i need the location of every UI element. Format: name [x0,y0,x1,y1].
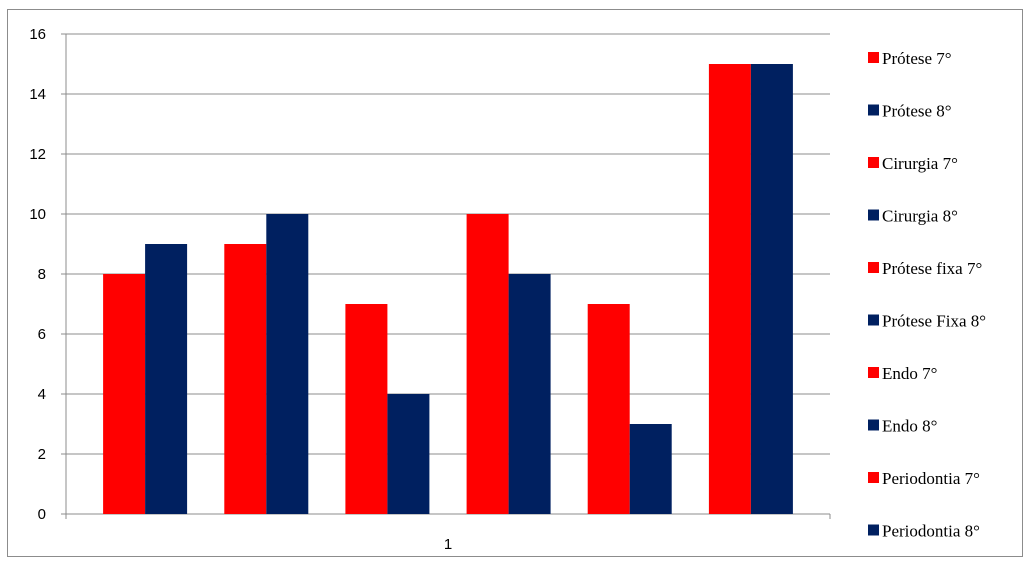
x-tick-label: 1 [444,536,452,553]
legend-label: Periodontia 8° [882,522,980,541]
legend-swatch [868,419,879,431]
bar [266,214,309,514]
legend: Prótese 7° Prótese 8° Cirurgia 7° Cirurgia … [868,49,986,541]
legend-label: Endo 8° [882,417,937,436]
legend-label: Prótese 8° [882,102,952,121]
y-tick-label: 8 [38,266,46,283]
axes: 0 2 4 6 8 10 12 14 16 1 [29,26,831,553]
legend-swatch [868,472,879,483]
bar [508,274,551,514]
legend-label: Prótese 7° [882,49,952,68]
bar [103,274,146,514]
bar [466,214,509,514]
y-tick-label: 6 [38,326,46,343]
legend-label: Prótese Fixa 8° [882,312,986,331]
legend-swatch [868,209,879,221]
bar [224,244,267,514]
legend-swatch [868,367,879,378]
bar [587,304,630,514]
legend-label: Cirurgia 7° [882,154,958,173]
bars [103,64,793,514]
legend-label: Prótese fixa 7° [882,259,982,278]
legend-swatch [868,52,879,63]
gridlines [66,33,830,455]
y-tick-label: 0 [38,506,46,523]
bar [145,244,188,514]
bar [750,64,793,514]
legend-swatch [868,524,879,536]
legend-swatch [868,104,879,116]
legend-label: Cirurgia 8° [882,207,958,226]
legend-label: Endo 7° [882,364,937,383]
y-tick-label: 12 [29,146,46,163]
y-tick-label: 4 [38,386,46,403]
bar [387,394,430,514]
legend-swatch [868,262,879,273]
legend-swatch [868,314,879,326]
bar [708,64,751,514]
y-tick-label: 14 [29,86,46,103]
legend-swatch [868,157,879,168]
y-tick-label: 16 [29,26,46,43]
y-tick-label: 10 [29,206,46,223]
legend-label: Periodontia 7° [882,469,980,488]
y-tick-label: 2 [38,446,46,463]
bar [345,304,388,514]
bar [629,424,672,514]
